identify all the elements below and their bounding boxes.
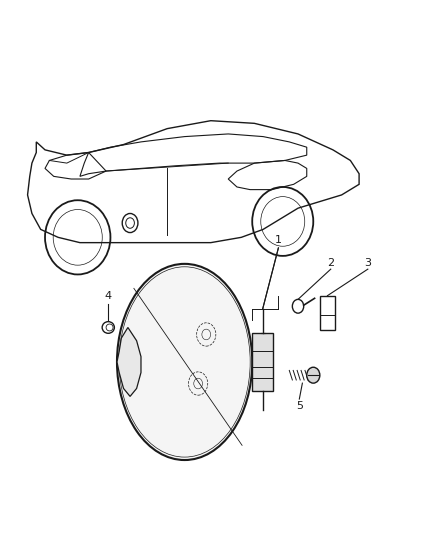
Ellipse shape bbox=[117, 264, 252, 460]
Text: 5: 5 bbox=[295, 401, 302, 410]
FancyBboxPatch shape bbox=[319, 296, 334, 330]
FancyBboxPatch shape bbox=[252, 333, 272, 391]
Text: 2: 2 bbox=[326, 257, 334, 268]
Ellipse shape bbox=[102, 321, 114, 333]
Circle shape bbox=[292, 300, 303, 313]
Polygon shape bbox=[117, 327, 141, 397]
Text: 3: 3 bbox=[364, 257, 371, 268]
Circle shape bbox=[122, 214, 138, 232]
Text: 1: 1 bbox=[274, 235, 281, 245]
Text: 4: 4 bbox=[104, 291, 112, 301]
Circle shape bbox=[306, 367, 319, 383]
